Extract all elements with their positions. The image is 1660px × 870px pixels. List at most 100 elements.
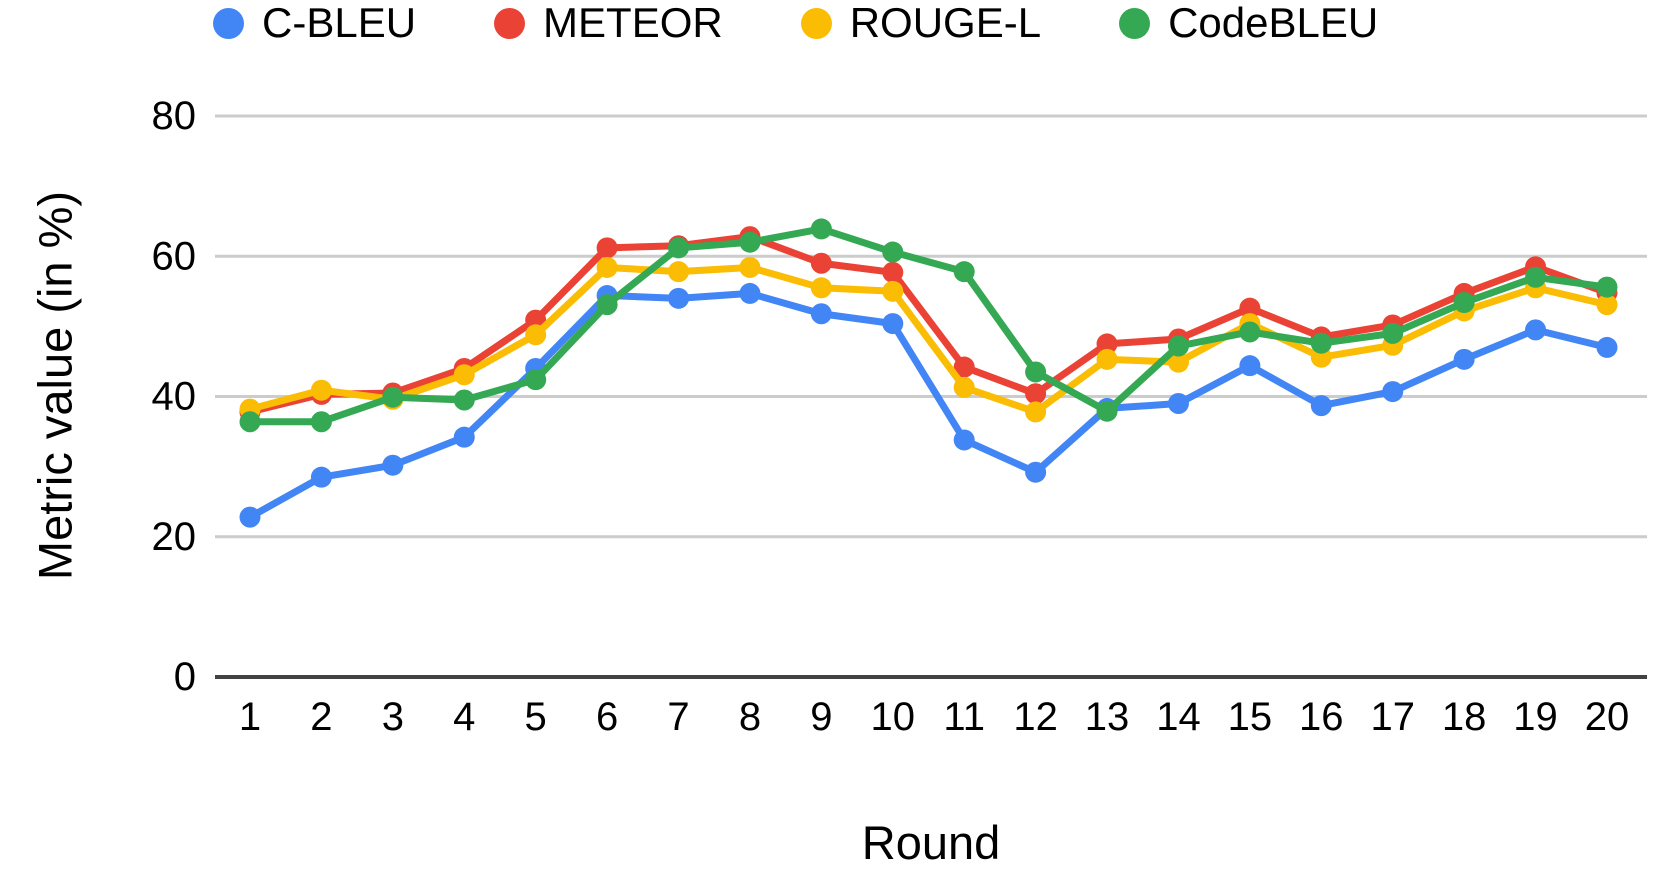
data-point-meteor bbox=[1096, 333, 1118, 355]
data-point-codebleu bbox=[596, 294, 618, 316]
data-point-codebleu bbox=[1453, 292, 1475, 314]
legend-label: CodeBLEU bbox=[1168, 0, 1379, 46]
data-point-c-bleu bbox=[382, 454, 404, 476]
y-tick-label: 80 bbox=[152, 94, 197, 138]
x-tick-label: 12 bbox=[1013, 695, 1058, 739]
data-point-codebleu bbox=[1167, 335, 1189, 357]
x-tick-label: 19 bbox=[1513, 695, 1558, 739]
data-point-c-bleu bbox=[453, 426, 475, 448]
data-point-c-bleu bbox=[310, 466, 332, 488]
legend-item-codebleu: CodeBLEU bbox=[1119, 2, 1378, 44]
legend-swatch-icon bbox=[213, 7, 244, 39]
data-point-rouge-l bbox=[525, 324, 547, 346]
data-point-codebleu bbox=[1596, 276, 1618, 298]
y-tick-label: 60 bbox=[152, 234, 197, 278]
legend-item-rouge-l: ROUGE-L bbox=[800, 0, 1042, 46]
data-point-codebleu bbox=[525, 369, 547, 391]
data-point-codebleu bbox=[310, 411, 332, 433]
y-tick-label: 40 bbox=[152, 375, 197, 419]
data-point-c-bleu bbox=[1239, 355, 1261, 377]
x-tick-label: 16 bbox=[1299, 695, 1344, 739]
data-point-c-bleu bbox=[1525, 319, 1547, 341]
y-tick-label: 20 bbox=[152, 515, 197, 559]
legend-item-c-bleu: C-BLEU bbox=[213, 2, 416, 44]
data-point-c-bleu bbox=[1310, 395, 1332, 417]
data-point-c-bleu bbox=[1025, 461, 1047, 483]
x-tick-label: 14 bbox=[1156, 695, 1201, 739]
x-tick-label: 13 bbox=[1085, 695, 1130, 739]
data-point-codebleu bbox=[1382, 322, 1404, 344]
data-point-rouge-l bbox=[1167, 351, 1189, 373]
x-tick-label: 7 bbox=[667, 695, 689, 739]
x-tick-label: 18 bbox=[1442, 695, 1487, 739]
data-point-codebleu bbox=[739, 231, 761, 253]
legend-label: METEOR bbox=[543, 0, 723, 46]
x-axis-title: Round bbox=[861, 816, 1001, 869]
data-point-c-bleu bbox=[953, 429, 975, 451]
x-tick-label: 15 bbox=[1228, 695, 1273, 739]
x-tick-label: 10 bbox=[871, 695, 916, 739]
data-point-meteor bbox=[882, 261, 904, 283]
data-point-codebleu bbox=[239, 411, 261, 433]
data-point-codebleu bbox=[1096, 400, 1118, 422]
legend-swatch-icon bbox=[1119, 7, 1151, 39]
data-point-c-bleu bbox=[1596, 336, 1618, 358]
y-tick-label: 0 bbox=[174, 655, 196, 699]
data-point-codebleu bbox=[810, 218, 832, 240]
chart-legend: C-BLEU METEOR ROUGE-L CodeBLEU bbox=[213, 2, 1378, 44]
data-point-meteor bbox=[953, 356, 975, 378]
x-tick-label: 4 bbox=[453, 695, 475, 739]
x-tick-label: 1 bbox=[239, 695, 261, 739]
data-point-c-bleu bbox=[1453, 348, 1475, 370]
data-point-codebleu bbox=[882, 241, 904, 263]
data-point-codebleu bbox=[668, 237, 690, 259]
data-point-meteor bbox=[1025, 383, 1047, 405]
data-point-rouge-l bbox=[596, 256, 618, 278]
series-line-meteor bbox=[246, 233, 1611, 416]
data-point-codebleu bbox=[382, 386, 404, 408]
data-point-codebleu bbox=[1310, 332, 1332, 354]
x-tick-label: 17 bbox=[1370, 695, 1415, 739]
data-point-codebleu bbox=[953, 261, 975, 283]
series-line-c-bleu bbox=[246, 289, 1611, 521]
y-axis-title: Metric value (in %) bbox=[28, 190, 82, 581]
x-tick-label: 6 bbox=[596, 695, 618, 739]
legend-label: C-BLEU bbox=[262, 0, 417, 46]
x-tick-label: 3 bbox=[382, 695, 404, 739]
data-point-codebleu bbox=[1525, 266, 1547, 288]
data-point-c-bleu bbox=[668, 287, 690, 309]
series-line-codebleu bbox=[246, 225, 1611, 426]
series-line-rouge-l bbox=[246, 263, 1611, 416]
data-point-meteor bbox=[596, 237, 618, 259]
data-point-rouge-l bbox=[668, 261, 690, 283]
data-point-rouge-l bbox=[882, 280, 904, 302]
legend-label: ROUGE-L bbox=[849, 0, 1042, 46]
data-point-rouge-l bbox=[1596, 294, 1618, 316]
data-point-c-bleu bbox=[810, 303, 832, 325]
data-point-c-bleu bbox=[1382, 381, 1404, 403]
legend-item-meteor: METEOR bbox=[494, 2, 723, 44]
data-point-rouge-l bbox=[953, 376, 975, 398]
legend-swatch-icon bbox=[800, 7, 832, 39]
data-point-rouge-l bbox=[1025, 401, 1047, 423]
x-tick-label: 20 bbox=[1585, 695, 1630, 739]
data-point-rouge-l bbox=[310, 379, 332, 401]
x-tick-label: 11 bbox=[943, 695, 985, 739]
data-point-meteor bbox=[1239, 297, 1261, 319]
data-point-rouge-l bbox=[1096, 348, 1118, 370]
data-point-codebleu bbox=[453, 389, 475, 411]
data-point-c-bleu bbox=[739, 282, 761, 304]
legend-swatch-icon bbox=[494, 7, 526, 39]
data-point-c-bleu bbox=[239, 506, 261, 528]
data-point-c-bleu bbox=[1167, 393, 1189, 415]
data-point-meteor bbox=[810, 252, 832, 274]
data-point-rouge-l bbox=[810, 277, 832, 299]
data-point-codebleu bbox=[1025, 361, 1047, 383]
data-point-codebleu bbox=[1239, 321, 1261, 343]
x-tick-label: 5 bbox=[525, 695, 547, 739]
x-tick-label: 9 bbox=[810, 695, 832, 739]
x-tick-label: 2 bbox=[310, 695, 332, 739]
data-point-c-bleu bbox=[882, 313, 904, 335]
x-tick-label: 8 bbox=[739, 695, 761, 739]
